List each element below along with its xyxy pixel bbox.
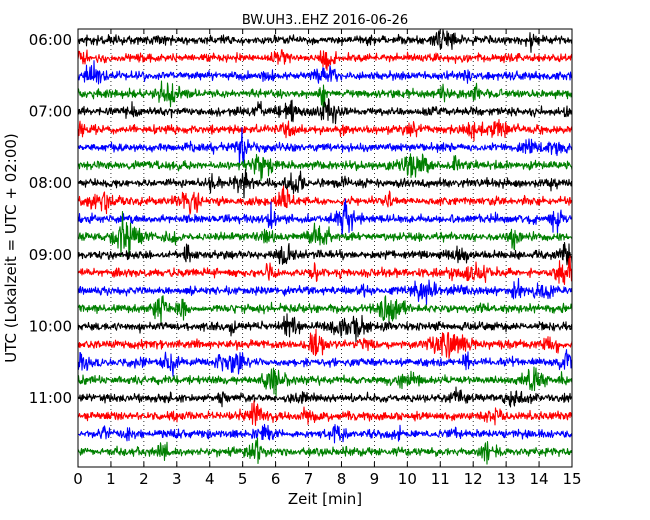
chart-title: BW.UH3..EHZ 2016-06-26 — [242, 13, 408, 28]
x-tick-label: 5 — [238, 470, 248, 488]
plot-frame — [77, 28, 573, 468]
trace-0815 — [77, 185, 573, 215]
y-tick-label: 06:00 — [29, 31, 72, 49]
x-tick-label: 14 — [530, 470, 549, 488]
trace-0730 — [77, 127, 573, 168]
y-axis: 06:00 07:00 08:00 09:00 10:00 11:00 — [29, 31, 572, 407]
x-tick-label: 4 — [205, 470, 215, 488]
trace-1145 — [77, 437, 573, 465]
trace-0915 — [77, 255, 573, 286]
x-tick-label: 11 — [431, 470, 450, 488]
trace-1100 — [77, 386, 573, 408]
y-tick-label: 08:00 — [29, 174, 72, 192]
trace-1000 — [77, 313, 573, 343]
trace-1115 — [77, 400, 573, 427]
y-tick-label: 09:00 — [29, 246, 72, 264]
y-tick-label: 07:00 — [29, 103, 72, 121]
trace-0645 — [77, 80, 573, 110]
x-tick-label: 0 — [73, 470, 83, 488]
trace-1045 — [77, 366, 573, 397]
x-tick-label: 13 — [497, 470, 516, 488]
trace-0600 — [77, 29, 573, 53]
trace-0715 — [77, 119, 573, 142]
trace-0945 — [77, 295, 573, 324]
trace-group — [77, 29, 573, 465]
trace-0800 — [77, 169, 573, 199]
trace-0615 — [77, 49, 573, 71]
trace-1015 — [77, 328, 573, 359]
x-tick-label: 10 — [398, 470, 417, 488]
x-axis-label: Zeit [min] — [288, 490, 362, 508]
y-tick-label: 11:00 — [29, 389, 72, 407]
x-tick-label: 12 — [464, 470, 483, 488]
trace-0700 — [77, 98, 573, 125]
x-tick-label: 1 — [106, 470, 116, 488]
trace-0630 — [77, 60, 573, 85]
x-tick-label: 2 — [139, 470, 149, 488]
x-tick-label: 6 — [271, 470, 281, 488]
x-tick-label: 15 — [562, 470, 581, 488]
trace-0930 — [77, 277, 573, 306]
trace-1130 — [77, 423, 573, 444]
x-tick-label: 9 — [370, 470, 380, 488]
x-tick-label: 7 — [304, 470, 314, 488]
x-tick-label: 8 — [337, 470, 347, 488]
x-axis: 0 1 2 3 4 5 6 7 8 9 10 11 12 13 14 15 — [73, 29, 582, 488]
trace-0900 — [77, 241, 573, 266]
trace-0845 — [77, 210, 573, 259]
trace-0830 — [77, 198, 573, 236]
y-tick-label: 10:00 — [29, 317, 72, 335]
trace-1030 — [77, 349, 573, 377]
y-axis-label: UTC (Lokalzeit = UTC + 02:00) — [2, 133, 20, 363]
x-tick-label: 3 — [172, 470, 182, 488]
trace-0745 — [77, 153, 573, 182]
